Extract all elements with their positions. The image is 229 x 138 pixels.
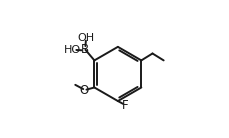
Text: OH: OH (77, 33, 94, 43)
Text: B: B (81, 43, 89, 56)
Text: O: O (79, 84, 89, 97)
Text: F: F (121, 99, 128, 112)
Text: HO: HO (63, 45, 80, 55)
